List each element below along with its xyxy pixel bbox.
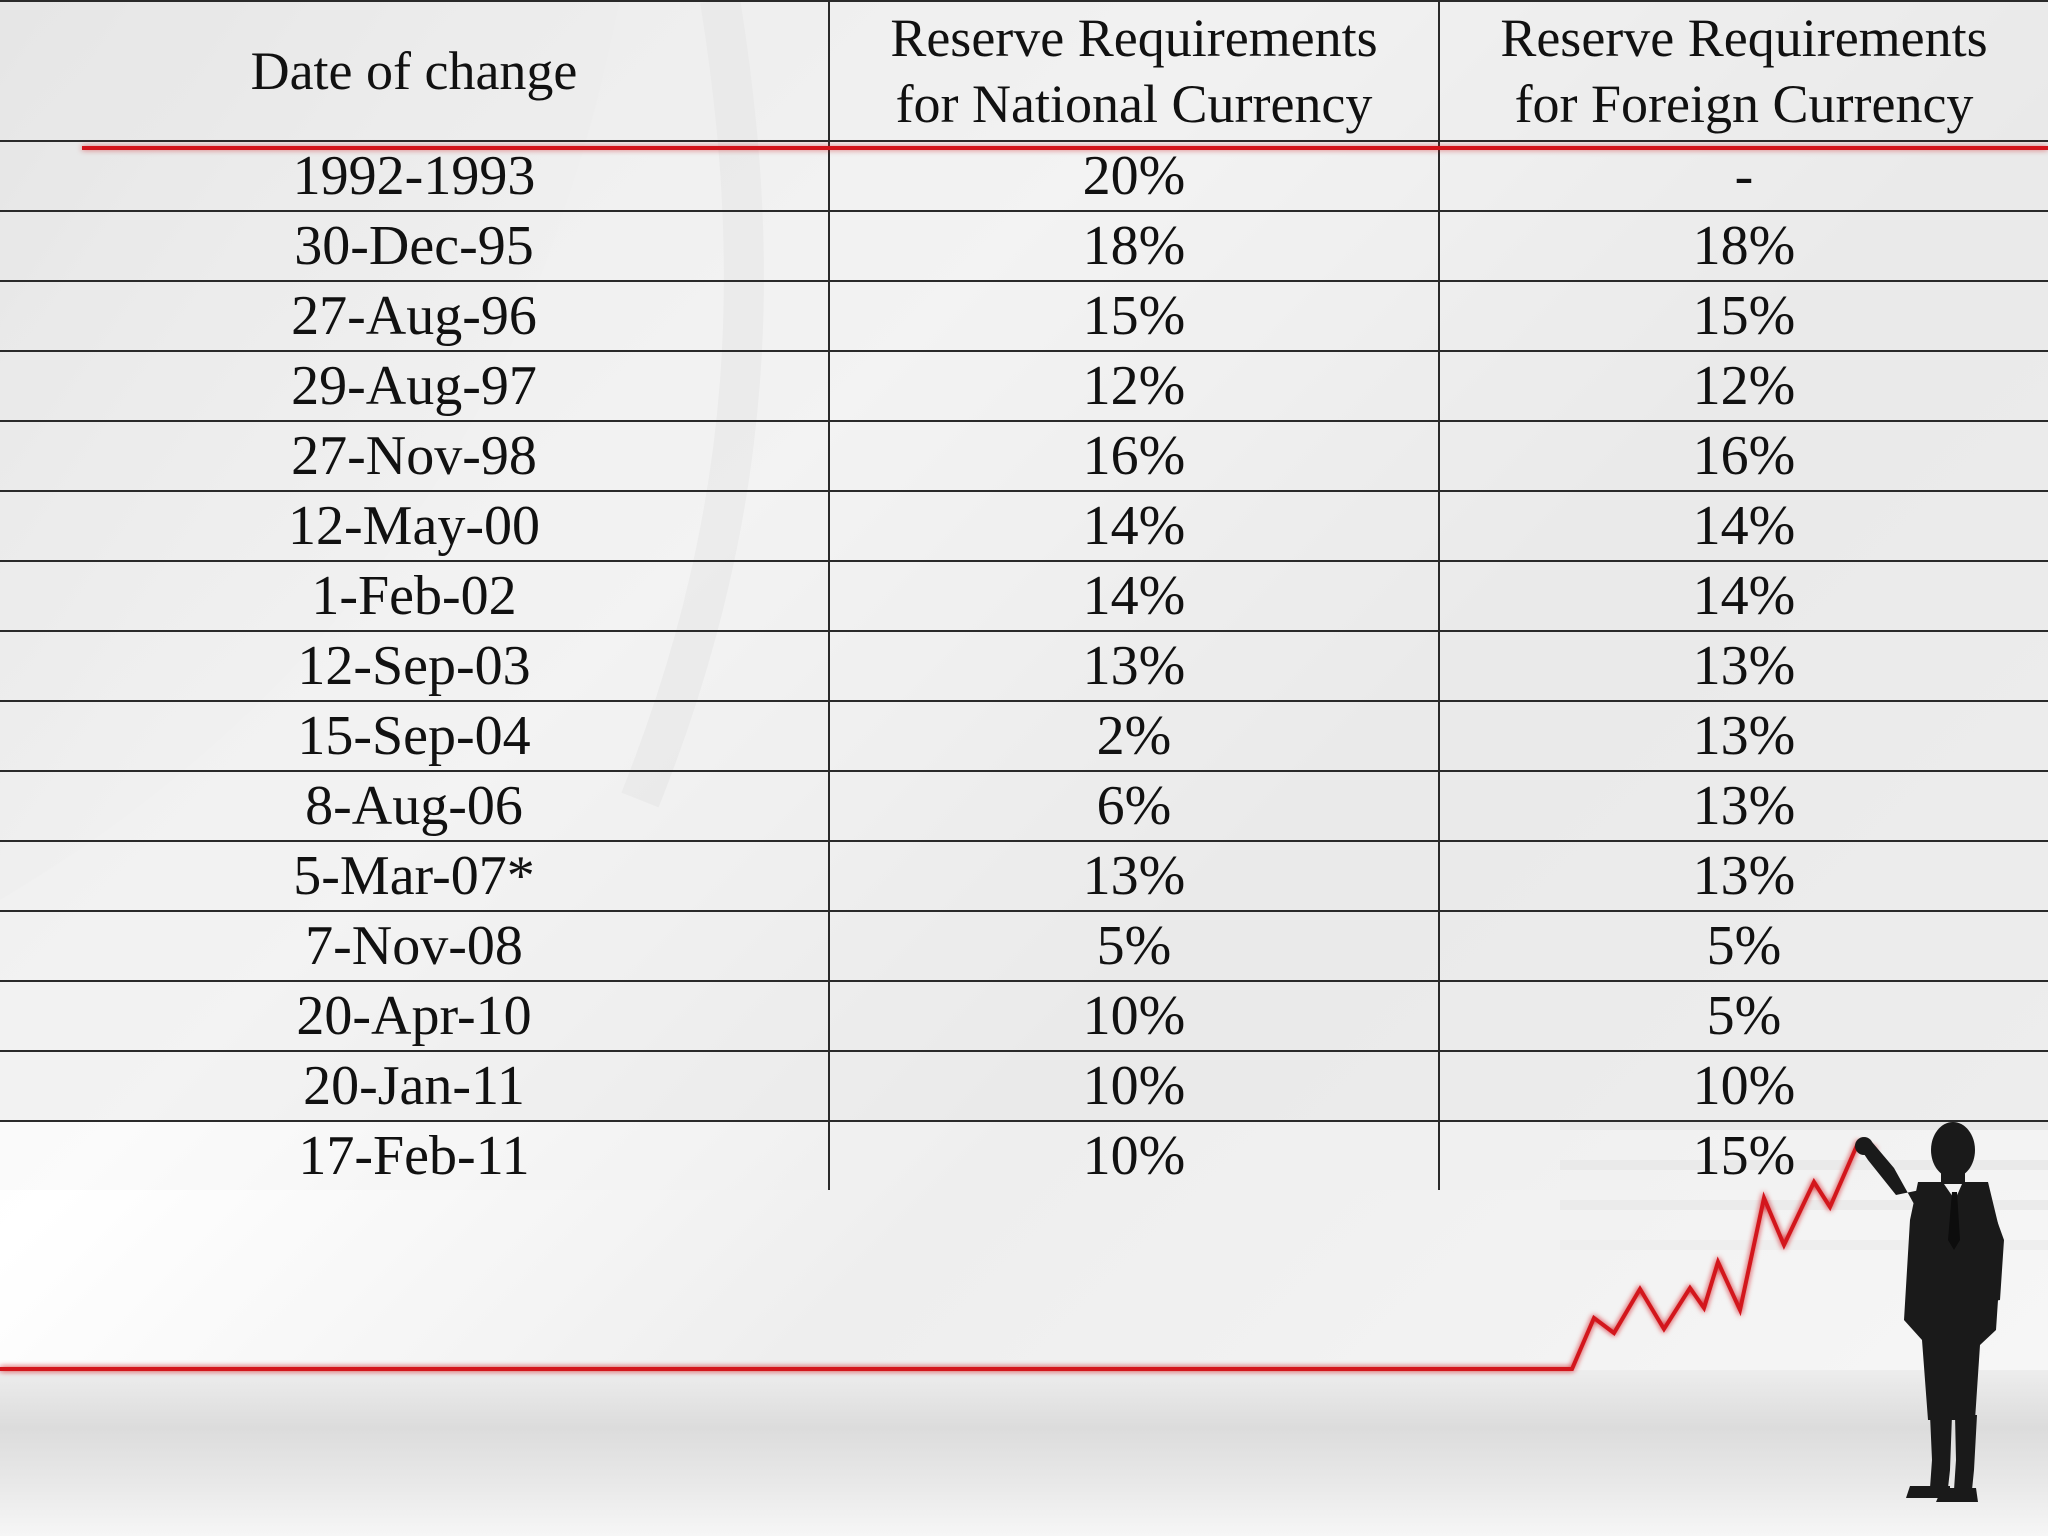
foreign-cell: 5% xyxy=(1438,910,2048,982)
header-date-label: Date of change xyxy=(250,41,578,101)
date-cell: 29-Aug-97 xyxy=(0,350,830,422)
date-cell: 20-Apr-10 xyxy=(0,980,830,1052)
date-cell: 1-Feb-02 xyxy=(0,560,830,632)
date-cell: 27-Aug-96 xyxy=(0,280,830,352)
foreign-cell: 13% xyxy=(1438,770,2048,842)
header-date-of-change: Date of change xyxy=(0,0,830,142)
table-row: 15-Sep-04 2% 13% xyxy=(0,700,2048,772)
table-row: 5-Mar-07* 13% 13% xyxy=(0,840,2048,912)
header-foreign-currency: Reserve Requirements for Foreign Currenc… xyxy=(1438,0,2048,142)
foreign-cell: 13% xyxy=(1438,630,2048,702)
date-cell: 7-Nov-08 xyxy=(0,910,830,982)
foreign-cell: 16% xyxy=(1438,420,2048,492)
foreign-cell: 14% xyxy=(1438,490,2048,562)
table-row: 20-Apr-10 10% 5% xyxy=(0,980,2048,1052)
national-cell: 5% xyxy=(828,910,1440,982)
date-cell: 15-Sep-04 xyxy=(0,700,830,772)
date-cell: 12-Sep-03 xyxy=(0,630,830,702)
table-row: 20-Jan-11 10% 10% xyxy=(0,1050,2048,1122)
header-national-currency: Reserve Requirements for National Curren… xyxy=(828,0,1440,142)
foreign-cell: 15% xyxy=(1438,1120,2048,1190)
foreign-cell: 5% xyxy=(1438,980,2048,1052)
table-row: 29-Aug-97 12% 12% xyxy=(0,350,2048,422)
foreign-cell: 13% xyxy=(1438,840,2048,912)
national-cell: 14% xyxy=(828,490,1440,562)
table-row: 12-May-00 14% 14% xyxy=(0,490,2048,562)
foreign-cell: 14% xyxy=(1438,560,2048,632)
national-cell: 12% xyxy=(828,350,1440,422)
table-row: 27-Nov-98 16% 16% xyxy=(0,420,2048,492)
national-cell: 20% xyxy=(828,140,1440,212)
national-cell: 13% xyxy=(828,840,1440,912)
national-cell: 6% xyxy=(828,770,1440,842)
table-row: 30-Dec-95 18% 18% xyxy=(0,210,2048,282)
foreign-cell: 10% xyxy=(1438,1050,2048,1122)
date-cell: 27-Nov-98 xyxy=(0,420,830,492)
foreign-cell: 12% xyxy=(1438,350,2048,422)
date-cell: 17-Feb-11 xyxy=(0,1120,830,1190)
floor-band xyxy=(0,1370,2048,1536)
foreign-cell: - xyxy=(1438,140,2048,212)
date-cell: 12-May-00 xyxy=(0,490,830,562)
foreign-cell: 13% xyxy=(1438,700,2048,772)
foreign-cell: 15% xyxy=(1438,280,2048,352)
header-national-line2: for National Currency xyxy=(895,74,1373,134)
table-header-row: Date of change Reserve Requirements for … xyxy=(0,0,2048,142)
header-foreign-line1: Reserve Requirements xyxy=(1500,8,1988,68)
header-red-underline xyxy=(82,146,2048,150)
national-cell: 15% xyxy=(828,280,1440,352)
national-cell: 10% xyxy=(828,1120,1440,1190)
table-row: 7-Nov-08 5% 5% xyxy=(0,910,2048,982)
table-row: 8-Aug-06 6% 13% xyxy=(0,770,2048,842)
national-cell: 10% xyxy=(828,980,1440,1052)
date-cell: 5-Mar-07* xyxy=(0,840,830,912)
table-row: 12-Sep-03 13% 13% xyxy=(0,630,2048,702)
national-cell: 2% xyxy=(828,700,1440,772)
foreign-cell: 18% xyxy=(1438,210,2048,282)
national-cell: 18% xyxy=(828,210,1440,282)
table-row: 17-Feb-11 10% 15% xyxy=(0,1120,2048,1190)
date-cell: 8-Aug-06 xyxy=(0,770,830,842)
date-cell: 30-Dec-95 xyxy=(0,210,830,282)
table-row: 1992-1993 20% - xyxy=(0,140,2048,212)
national-cell: 10% xyxy=(828,1050,1440,1122)
national-cell: 14% xyxy=(828,560,1440,632)
header-foreign-line2: for Foreign Currency xyxy=(1514,74,1974,134)
date-cell: 20-Jan-11 xyxy=(0,1050,830,1122)
table-row: 1-Feb-02 14% 14% xyxy=(0,560,2048,632)
table-row: 27-Aug-96 15% 15% xyxy=(0,280,2048,352)
national-cell: 16% xyxy=(828,420,1440,492)
reserve-requirements-table: Date of change Reserve Requirements for … xyxy=(0,0,2048,1190)
header-national-line1: Reserve Requirements xyxy=(890,8,1378,68)
national-cell: 13% xyxy=(828,630,1440,702)
date-cell: 1992-1993 xyxy=(0,140,830,212)
